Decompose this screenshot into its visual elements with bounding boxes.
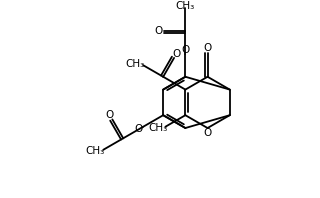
Text: O: O — [155, 26, 163, 36]
Text: O: O — [106, 110, 114, 120]
Text: O: O — [135, 124, 143, 134]
Text: O: O — [204, 128, 212, 138]
Text: O: O — [204, 43, 212, 53]
Text: CH₃: CH₃ — [85, 146, 104, 156]
Text: O: O — [172, 49, 181, 59]
Text: CH₃: CH₃ — [148, 123, 167, 133]
Text: CH₃: CH₃ — [176, 1, 195, 11]
Text: CH₃: CH₃ — [125, 59, 144, 69]
Text: O: O — [181, 45, 189, 55]
